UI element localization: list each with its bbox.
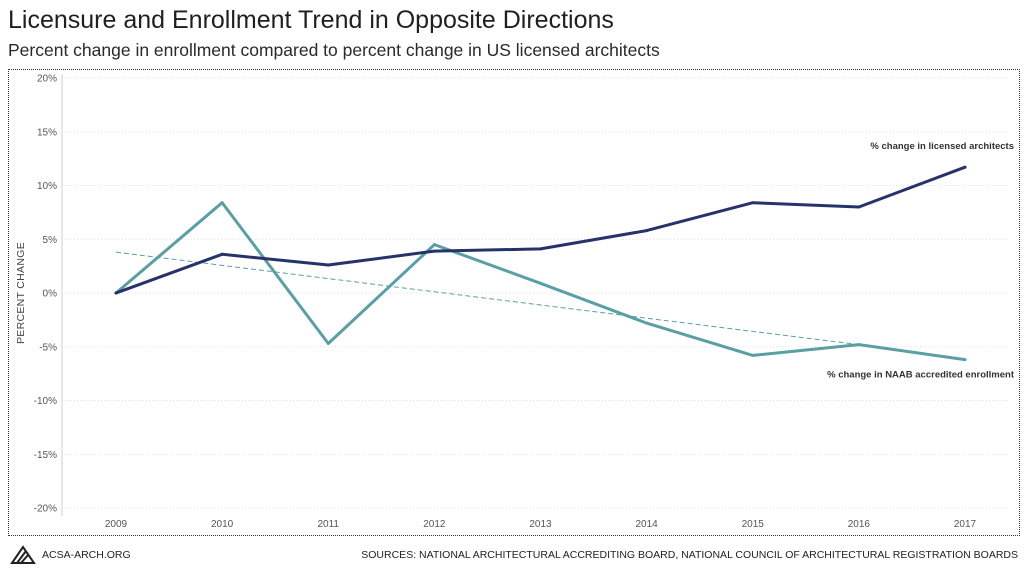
data-point-licensed [857, 205, 861, 209]
enrollment-trendline [115, 251, 859, 346]
data-point-licensed [114, 291, 118, 295]
y-tick-label: -20% [34, 504, 57, 515]
data-point-licensed [963, 165, 967, 169]
data-point-licensed [432, 249, 436, 253]
y-tick-label: 5% [43, 235, 58, 246]
x-tick-label: 2013 [529, 519, 552, 530]
x-tick-label: 2009 [105, 519, 128, 530]
y-axis-title: PERCENT CHANGE [15, 242, 27, 344]
y-tick-label: 15% [37, 127, 57, 138]
footer-org: ACSA-ARCH.ORG [42, 549, 131, 561]
data-point-enrollment [751, 353, 755, 357]
data-point-enrollment [539, 281, 542, 285]
data-point-enrollment [963, 358, 967, 362]
annotation-enrollment: % change in NAAB accredited enrollment [827, 370, 1015, 381]
x-tick-label: 2012 [423, 519, 446, 530]
y-tick-label: 0% [43, 289, 58, 300]
data-point-enrollment [220, 201, 224, 205]
annotation-licensed: % change in licensed architects [870, 141, 1014, 152]
x-tick-label: 2017 [954, 519, 977, 530]
data-point-licensed [539, 247, 542, 251]
y-tick-label: -10% [34, 396, 57, 407]
y-tick-label: 20% [37, 74, 57, 85]
data-point-enrollment [432, 243, 436, 247]
data-point-licensed [326, 263, 330, 267]
y-tick-label: 10% [37, 181, 57, 192]
data-point-licensed [751, 201, 755, 205]
data-point-licensed [220, 252, 224, 256]
chart-subtitle: Percent change in enrollment compared to… [8, 40, 660, 60]
acsa-logo-icon [10, 545, 36, 564]
data-point-enrollment [326, 342, 330, 346]
chart-frame [8, 69, 1020, 536]
chart-title: Licensure and Enrollment Trend in Opposi… [8, 6, 614, 34]
y-tick-label: -15% [34, 450, 57, 461]
data-point-licensed [645, 229, 649, 233]
footer-sources: SOURCES: NATIONAL ARCHITECTURAL ACCREDIT… [361, 549, 1018, 561]
data-point-enrollment [857, 343, 861, 347]
x-tick-label: 2015 [742, 519, 765, 530]
y-tick-label: -5% [39, 342, 57, 353]
x-tick-label: 2016 [848, 519, 871, 530]
data-point-enrollment [645, 321, 649, 325]
x-tick-label: 2014 [636, 519, 659, 530]
x-tick-label: 2010 [211, 519, 234, 530]
x-tick-label: 2011 [317, 519, 339, 530]
series-line-enrollment [114, 201, 967, 362]
